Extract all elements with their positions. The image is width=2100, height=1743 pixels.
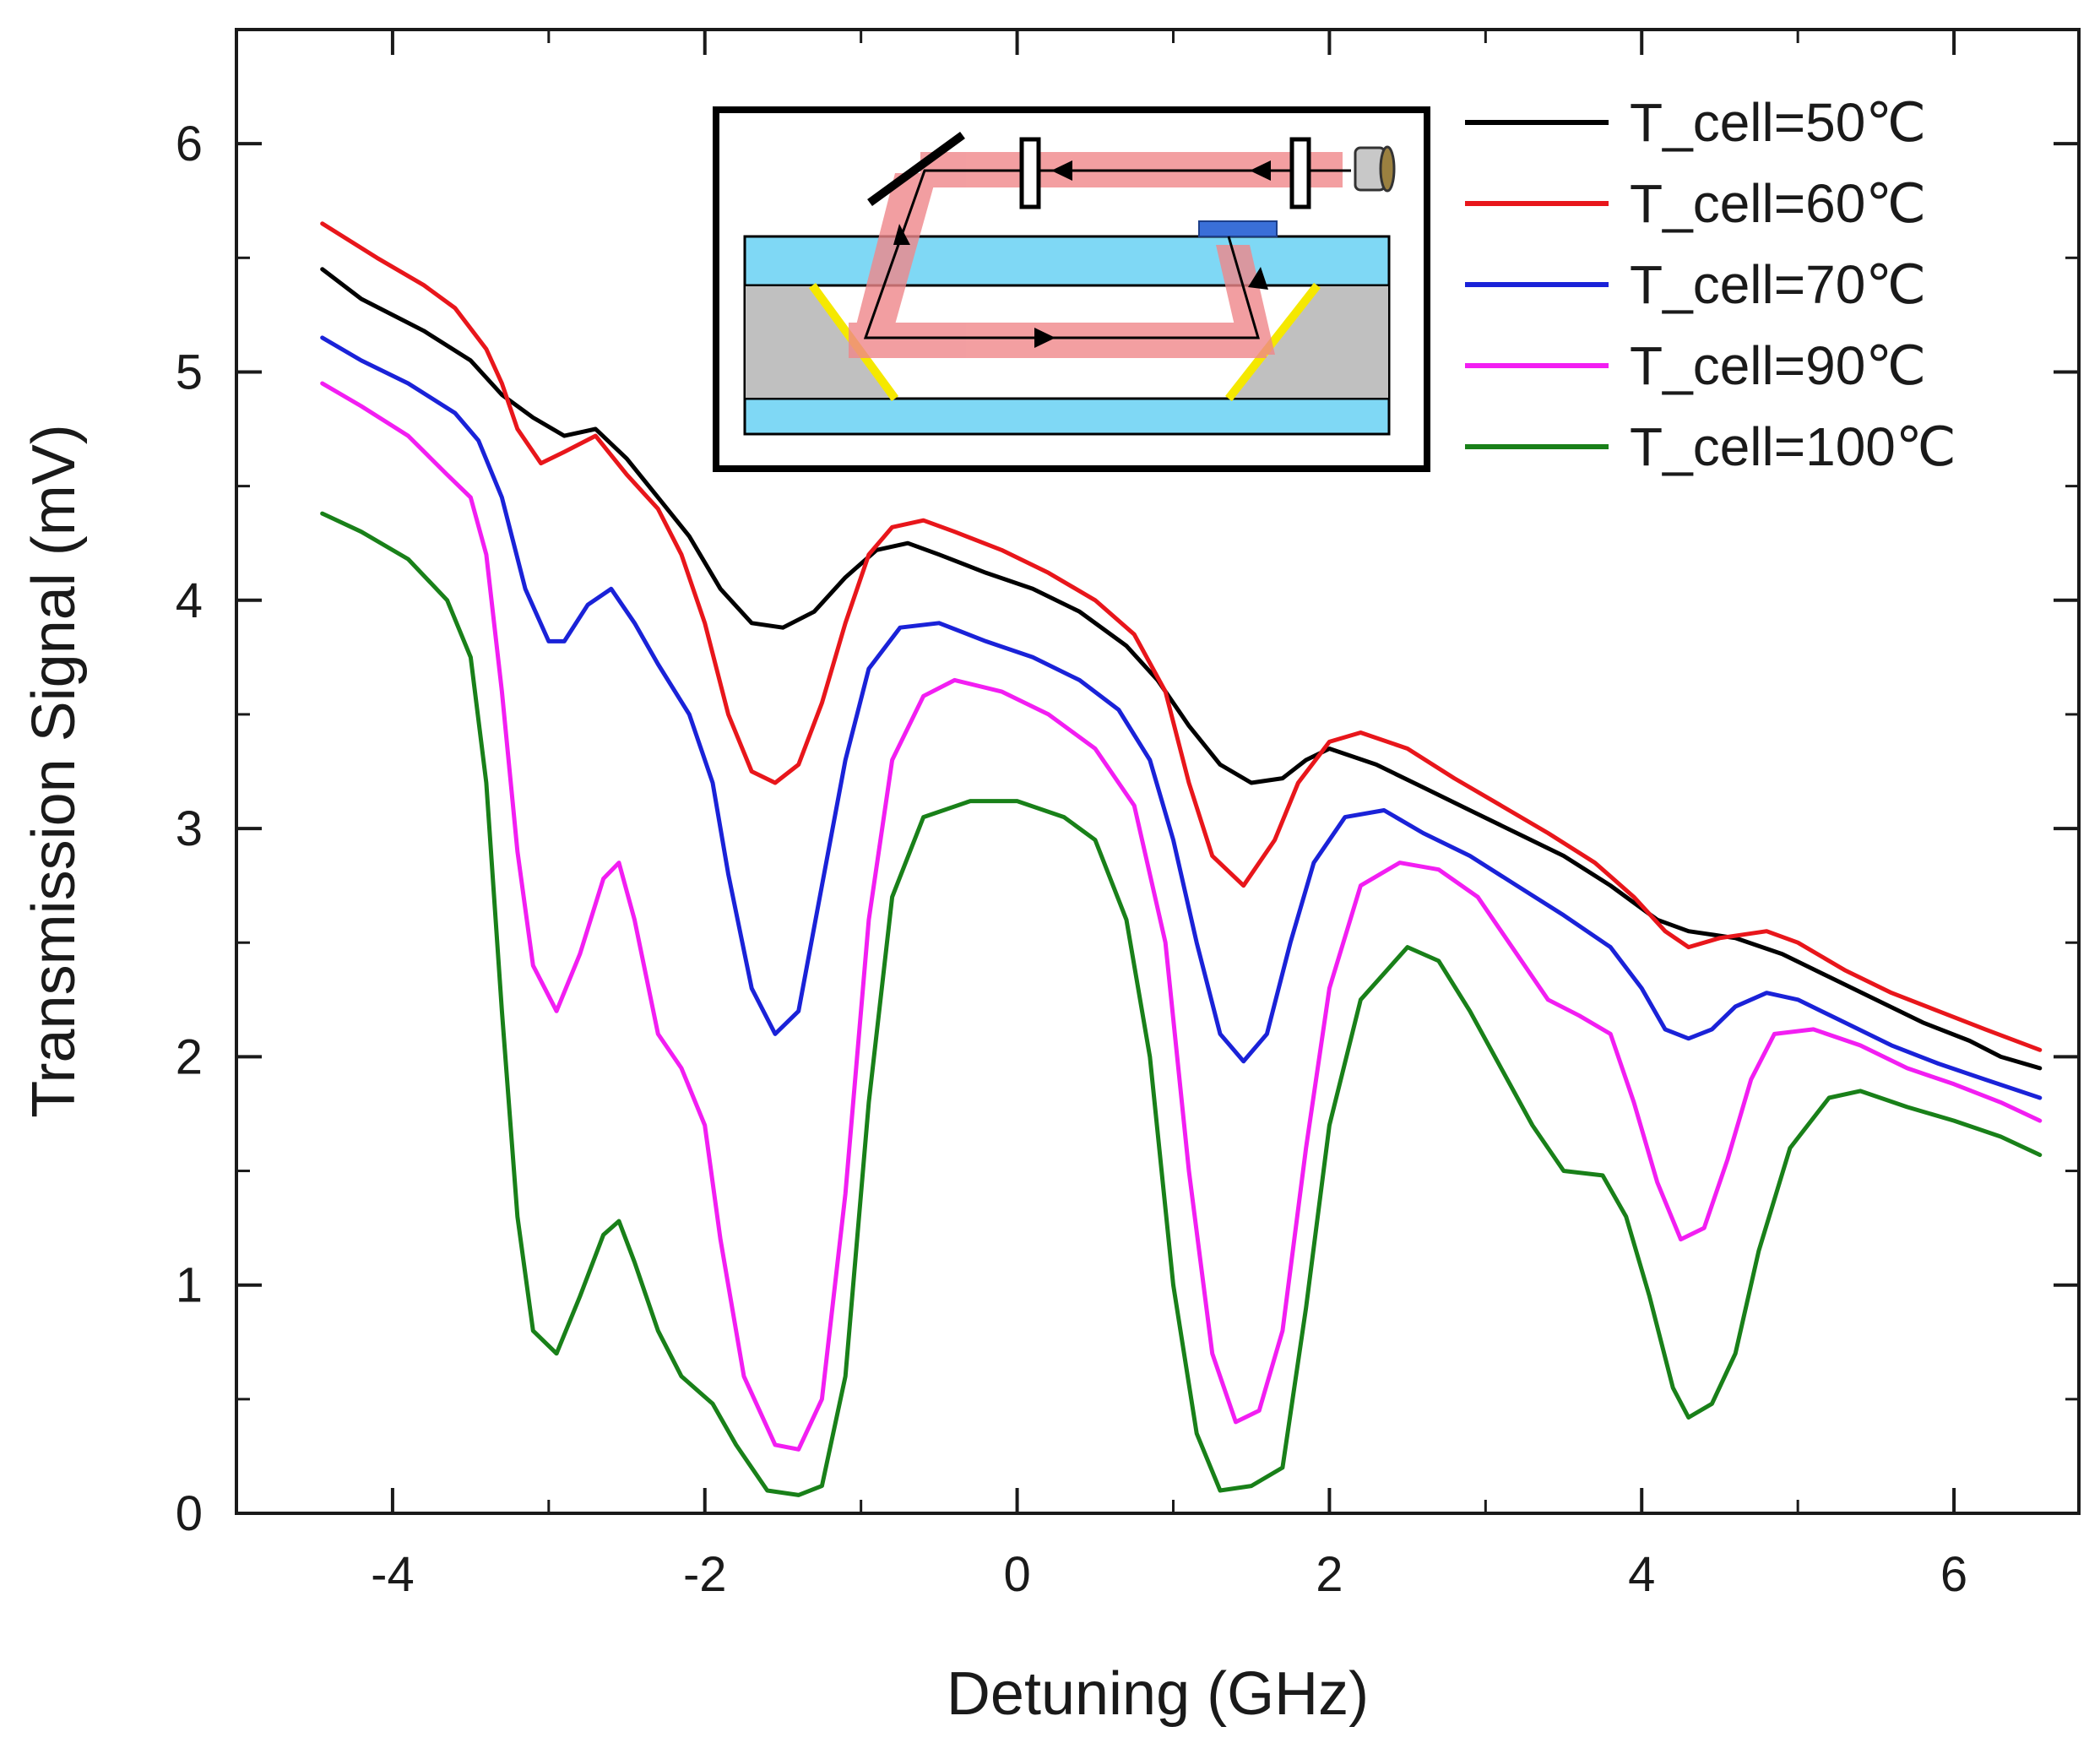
series-line-2 [320, 221, 2043, 1052]
legend: T_cell=50℃ T_cell=60℃ T_cell=70℃ T_cell=90℃… [1465, 92, 1956, 477]
x-tick-label: 2 [1316, 1547, 1343, 1602]
arrow-head-2 [1250, 160, 1271, 181]
series-line-3 [320, 335, 2043, 1100]
top-glass-layer [743, 235, 1391, 287]
x-tick-label: 4 [1628, 1547, 1655, 1602]
arrow-head-3 [1034, 328, 1055, 348]
legend-label: T_cell=70℃ [1630, 254, 1926, 315]
legend-label: T_cell=90℃ [1630, 335, 1926, 396]
waveplate-2 [1289, 137, 1311, 209]
laser-source-icon [1354, 145, 1396, 193]
y-tick-label: 5 [176, 345, 203, 399]
setup-schematic-inset [713, 106, 1430, 472]
mirror-right [1225, 282, 1321, 402]
arrow-head-5 [893, 224, 910, 245]
arrow-head-1 [1051, 160, 1072, 181]
steering-mirror [867, 131, 965, 207]
y-axis-title: Transmission Signal (mV) [20, 424, 88, 1118]
series-line-1 [320, 267, 2043, 1071]
axis-tick-labels: -4 -2 0 2 4 6 0 1 2 3 4 5 6 [176, 117, 1967, 1602]
legend-label: T_cell=50℃ [1630, 92, 1926, 153]
x-tick-label: -2 [683, 1547, 727, 1602]
detector-plate [1198, 220, 1278, 237]
x-tick-label: 6 [1940, 1547, 1967, 1602]
legend-label: T_cell=100℃ [1630, 416, 1956, 477]
x-axis-title: Detuning (GHz) [947, 1660, 1369, 1728]
series-line-5 [320, 511, 2043, 1497]
y-tick-label: 6 [176, 117, 203, 171]
plot-frame [235, 28, 2081, 1515]
y-tick-label: 1 [176, 1258, 203, 1313]
series-layer [320, 221, 2043, 1497]
series-line-4 [320, 381, 2043, 1452]
bottom-glass-layer [743, 397, 1391, 436]
arrow-head-4 [1248, 267, 1268, 290]
waveplate-1 [1019, 137, 1041, 209]
axis-ticks [235, 30, 2079, 1515]
y-tick-label: 2 [176, 1029, 203, 1084]
y-tick-label: 0 [176, 1486, 203, 1541]
y-tick-label: 3 [176, 801, 203, 856]
x-tick-label: -4 [371, 1547, 415, 1602]
x-tick-label: 0 [1003, 1547, 1030, 1602]
legend-label: T_cell=60℃ [1630, 173, 1926, 234]
y-tick-label: 4 [176, 573, 203, 628]
